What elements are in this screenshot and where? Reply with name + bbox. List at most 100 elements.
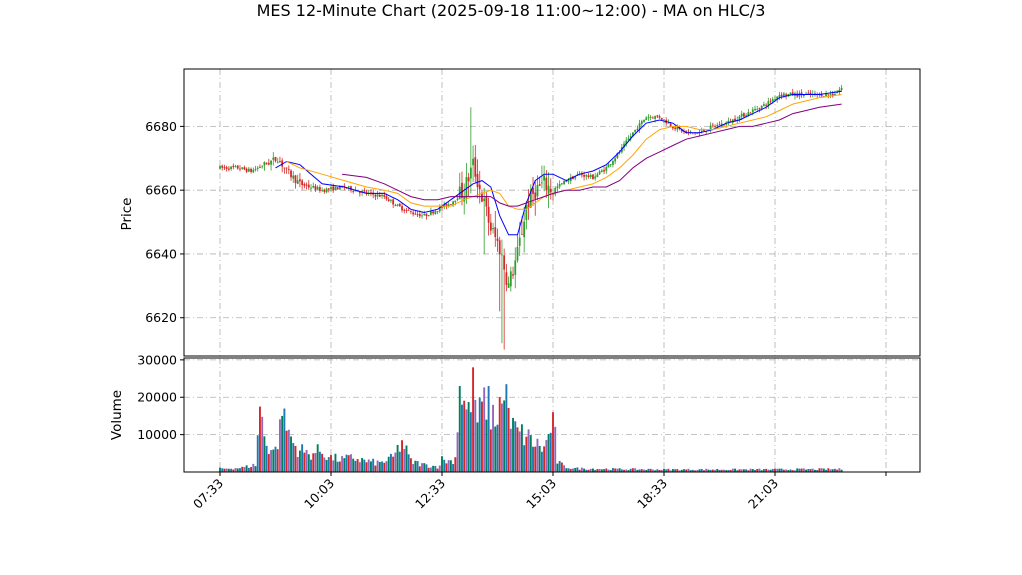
volume-bar bbox=[558, 461, 561, 472]
volume-bar bbox=[811, 468, 814, 472]
candle-body bbox=[658, 116, 661, 118]
volume-bar bbox=[572, 468, 574, 472]
candle-body bbox=[825, 93, 827, 97]
volume-bar bbox=[372, 458, 375, 472]
volume-bar bbox=[580, 467, 583, 472]
volume-bar bbox=[376, 460, 379, 472]
volume-tick-label: 20000 bbox=[137, 390, 177, 405]
volume-bar bbox=[492, 404, 495, 472]
volume-bar bbox=[298, 450, 301, 472]
volume-bar bbox=[658, 469, 661, 472]
candle-body bbox=[760, 105, 763, 109]
volume-bar bbox=[301, 444, 304, 472]
volume-bar bbox=[734, 468, 736, 472]
candle-body bbox=[394, 205, 397, 207]
volume-bar bbox=[474, 399, 477, 472]
volume-bar bbox=[780, 468, 783, 472]
candle-body bbox=[512, 274, 514, 276]
candle-body bbox=[529, 189, 532, 208]
candle-body bbox=[536, 185, 539, 197]
candle-body bbox=[785, 94, 787, 96]
candle-body bbox=[554, 188, 557, 195]
candle-body bbox=[445, 203, 448, 207]
volume-bar bbox=[383, 462, 386, 472]
volume-bar bbox=[765, 468, 768, 472]
volume-bar bbox=[509, 428, 512, 472]
volume-bar bbox=[769, 469, 772, 472]
volume-bar bbox=[654, 470, 657, 472]
candle-body bbox=[558, 184, 561, 187]
candle-body bbox=[385, 196, 388, 200]
candle-body bbox=[483, 198, 486, 202]
volume-bar bbox=[447, 460, 450, 472]
volume-bar bbox=[838, 468, 841, 472]
volume-bar bbox=[736, 470, 739, 472]
candle-body bbox=[496, 238, 499, 241]
candle-body bbox=[223, 167, 226, 169]
volume-bar bbox=[247, 467, 250, 472]
price-tick-label: 6640 bbox=[145, 246, 177, 261]
candle-body bbox=[749, 112, 752, 114]
candle-body bbox=[807, 92, 810, 94]
candle-body bbox=[667, 122, 670, 124]
volume-bar bbox=[725, 470, 728, 472]
candle-body bbox=[616, 153, 619, 158]
volume-bar bbox=[259, 406, 261, 472]
candle-body bbox=[236, 165, 239, 169]
candle-body bbox=[603, 169, 605, 172]
candle-body bbox=[416, 214, 419, 216]
candle-body bbox=[685, 130, 688, 133]
candle-body bbox=[594, 176, 597, 179]
volume-bar bbox=[549, 432, 552, 472]
volume-bar bbox=[476, 422, 479, 472]
volume-bar bbox=[720, 469, 723, 472]
volume-bar bbox=[407, 454, 410, 472]
candle-body bbox=[671, 126, 674, 129]
volume-bar bbox=[700, 468, 703, 472]
candle-body bbox=[649, 117, 652, 118]
candle-body bbox=[647, 117, 650, 118]
volume-bar bbox=[592, 468, 594, 472]
candle-body bbox=[276, 161, 279, 163]
volume-bar bbox=[465, 409, 468, 472]
volume-bar bbox=[749, 468, 752, 472]
candle-body bbox=[232, 165, 235, 168]
candle-body bbox=[592, 174, 594, 180]
volume-bar bbox=[520, 424, 523, 472]
volume-bar bbox=[361, 458, 364, 472]
candle-body bbox=[418, 213, 421, 217]
volume-bar bbox=[425, 464, 428, 472]
candle-body bbox=[660, 117, 663, 120]
volume-bar bbox=[836, 469, 839, 472]
volume-bar bbox=[576, 467, 579, 472]
volume-bar bbox=[338, 461, 341, 472]
volume-bar bbox=[825, 469, 828, 472]
volume-bar bbox=[469, 412, 472, 472]
volume-bar bbox=[731, 468, 734, 472]
candle-body bbox=[745, 115, 748, 117]
candle-body bbox=[632, 132, 634, 136]
candle-body bbox=[580, 174, 583, 176]
volume-bar bbox=[651, 469, 654, 472]
candle-body bbox=[556, 186, 559, 189]
volume-bar bbox=[500, 403, 503, 472]
volume-bar bbox=[627, 470, 630, 472]
candle-body bbox=[751, 109, 754, 113]
candle-body bbox=[225, 167, 228, 169]
candle-body bbox=[652, 117, 654, 119]
candle-body bbox=[292, 175, 295, 179]
x-ticks: 07:33 10:03 12:33 15:03 18:33 21:03 bbox=[190, 472, 887, 512]
volume-bar bbox=[239, 468, 241, 472]
volume-bar bbox=[327, 457, 330, 472]
candle-body bbox=[738, 116, 741, 121]
candle-body bbox=[336, 187, 339, 190]
candle-body bbox=[676, 126, 679, 130]
candle-body bbox=[538, 184, 541, 186]
candle-body bbox=[567, 180, 570, 182]
volume-bar bbox=[796, 468, 799, 472]
volume-bar bbox=[738, 469, 741, 472]
candle-body bbox=[410, 211, 412, 213]
volume-bars bbox=[219, 367, 843, 472]
candle-body bbox=[465, 176, 468, 199]
volume-bar bbox=[598, 469, 601, 472]
